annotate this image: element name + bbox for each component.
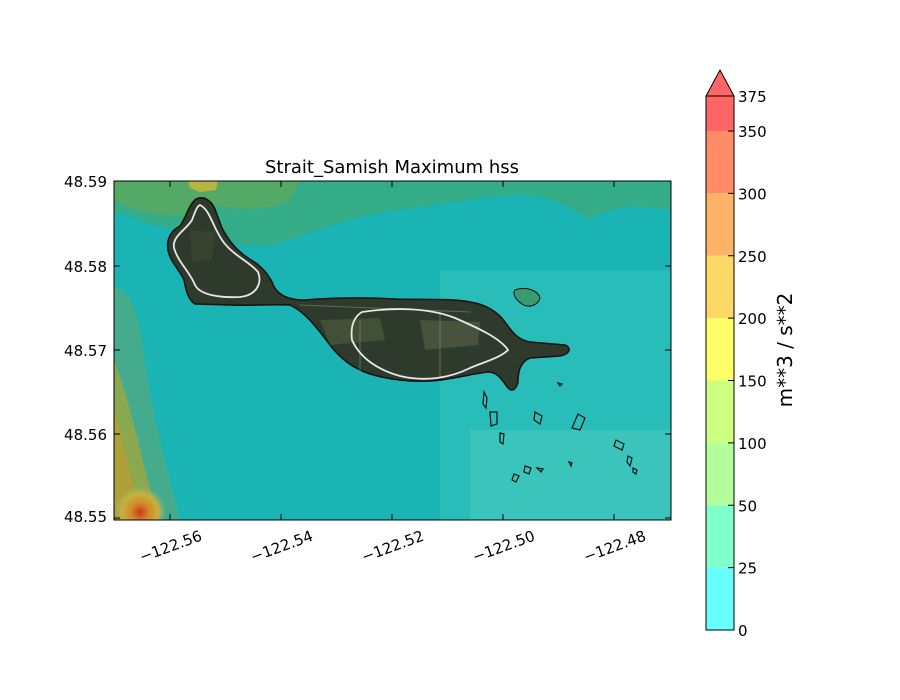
colorbar-band (706, 255, 734, 319)
x-tick-label: −122.52 (359, 527, 426, 566)
islet (567, 460, 573, 468)
colorbar-tick-label: 0 (738, 622, 748, 640)
islet (571, 413, 586, 431)
x-tick-label: −122.56 (137, 527, 204, 566)
y-tick-label: 48.57 (64, 342, 107, 360)
colorbar-band (706, 131, 734, 194)
contour-north-yellow (188, 181, 218, 192)
colorbar-tick-label: 300 (738, 185, 767, 203)
colorbar-tick-label: 350 (738, 123, 767, 141)
x-tick-label: −122.50 (470, 527, 537, 566)
island-field-patch (190, 230, 215, 262)
contour-west-3 (114, 410, 145, 520)
y-tick-label: 48.55 (64, 508, 107, 526)
colorbar-tick-label: 50 (738, 497, 757, 515)
island-road (299, 304, 471, 378)
islet (523, 465, 532, 475)
colorbar-tick-label: 250 (738, 248, 767, 266)
island-field-patch (420, 320, 480, 350)
contour-northwest (114, 181, 300, 216)
islet (489, 411, 498, 427)
islet (482, 389, 488, 410)
islet (626, 455, 633, 468)
colorbar-tick-label: 375 (738, 88, 767, 106)
colorbar-bands (706, 96, 734, 630)
x-tick-label: −122.48 (581, 527, 648, 566)
map-area (114, 181, 671, 520)
island-field-patch (320, 318, 385, 345)
map-title: Strait_Samish Maximum hss (265, 157, 519, 178)
colorbar-frame (705, 95, 735, 631)
contour-west-hotspot (114, 486, 166, 520)
colorbar-band (706, 318, 734, 381)
y-tick-label: 48.58 (64, 258, 107, 276)
inner-contour-south (350, 308, 510, 380)
colorbar: 0 25 50 100 150 200 250 300 350 375 m**3 / s**2 (705, 68, 797, 640)
colorbar-band (706, 96, 734, 131)
colorbar-tick-label: 100 (738, 435, 767, 453)
colorbar-band (706, 567, 734, 630)
islet (535, 467, 545, 473)
colorbar-tick-label: 150 (738, 373, 767, 391)
colorbar-extend-arrow (705, 68, 735, 97)
colorbar-label: m**3 / s**2 (773, 293, 797, 408)
colorbar-ticks: 0 25 50 100 150 200 250 300 350 375 (728, 88, 767, 640)
islet (632, 467, 638, 475)
islet (513, 287, 541, 307)
inner-contour-north (173, 204, 261, 299)
colorbar-band (706, 442, 734, 506)
y-axis: 48.59 48.58 48.57 48.56 48.55 (64, 173, 671, 526)
islet (613, 439, 625, 451)
islet (533, 411, 543, 425)
colorbar-band (706, 380, 734, 443)
colorbar-tick-label: 200 (738, 310, 767, 328)
y-tick-label: 48.56 (64, 426, 107, 444)
colorbar-tick-label: 25 (738, 560, 757, 578)
islet (511, 473, 520, 483)
y-tick-label: 48.59 (64, 173, 107, 191)
colorbar-band (706, 505, 734, 568)
x-tick-label: −122.54 (248, 527, 315, 566)
islet (556, 382, 564, 387)
colorbar-band (706, 193, 734, 256)
islet (499, 432, 505, 446)
tidal-flat (470, 430, 671, 520)
